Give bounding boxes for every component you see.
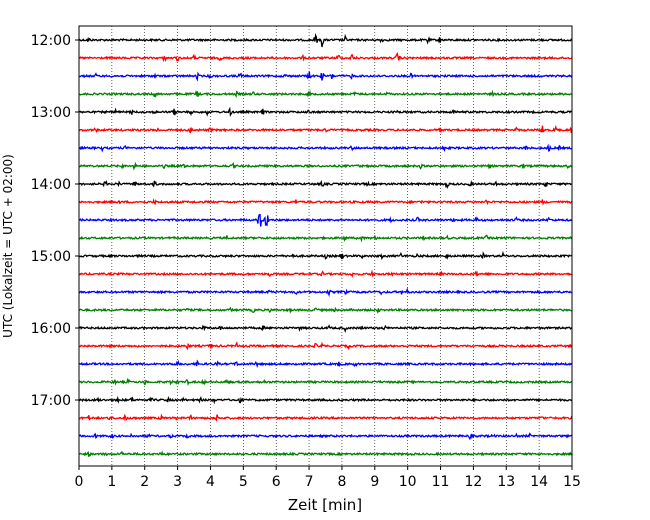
trace-line [78,324,573,333]
trace-line [78,33,573,48]
trace-line [78,179,573,189]
y-tick-label: 16:00 [31,321,71,337]
x-grid [111,26,540,466]
x-tick-label: 4 [206,474,215,490]
trace-line [78,213,573,227]
y-tick-label: 14:00 [31,177,71,193]
x-tick-label: 8 [337,474,346,490]
x-tick-label: 5 [239,474,248,490]
trace-line [78,234,573,243]
y-tick-label: 13:00 [31,105,71,121]
plot-frame [78,25,573,467]
y-tick-label: 12:00 [31,33,71,49]
trace-line [78,269,573,278]
trace-line [78,51,573,63]
x-tick-label: 13 [497,474,515,490]
x-tick-label: 14 [530,474,548,490]
x-tick-label: 2 [140,474,149,490]
trace-line [78,106,573,118]
x-ticks: 0 1 2 3 4 5 6 7 8 9 10 11 12 13 14 15 [75,466,581,490]
y-tick-label: 17:00 [31,393,71,409]
x-tick-label: 0 [75,474,84,490]
y-tick-label: 15:00 [31,249,71,265]
x-tick-label: 6 [272,474,281,490]
x-tick-label: 1 [107,474,116,490]
trace-line [78,450,573,457]
y-ticks: 12:00 13:00 14:00 15:00 16:00 17:00 [31,33,79,409]
trace-line [78,413,573,422]
x-tick-label: 9 [370,474,379,490]
trace-line [78,198,573,206]
trace-line [78,287,573,298]
trace-line [78,306,573,315]
trace-line [78,432,573,441]
trace-line [78,71,573,82]
trace-line [78,359,573,369]
x-tick-label: 3 [173,474,182,490]
y-axis-label: UTC (Lokalzeit = UTC + 02:00) [1,154,15,338]
trace-line [78,124,573,134]
trace-line [78,161,573,171]
x-axis-label: Zeit [min] [288,496,362,514]
trace-line [78,143,573,153]
x-tick-label: 10 [399,474,417,490]
trace-line [78,89,573,99]
trace-lines [78,33,573,457]
trace-line [78,341,573,351]
x-tick-label: 15 [563,474,581,490]
x-tick-label: 7 [305,474,314,490]
trace-line [78,377,573,387]
x-tick-label: 12 [464,474,482,490]
trace-line [78,395,573,405]
trace-line [78,250,573,261]
x-tick-label: 11 [432,474,450,490]
